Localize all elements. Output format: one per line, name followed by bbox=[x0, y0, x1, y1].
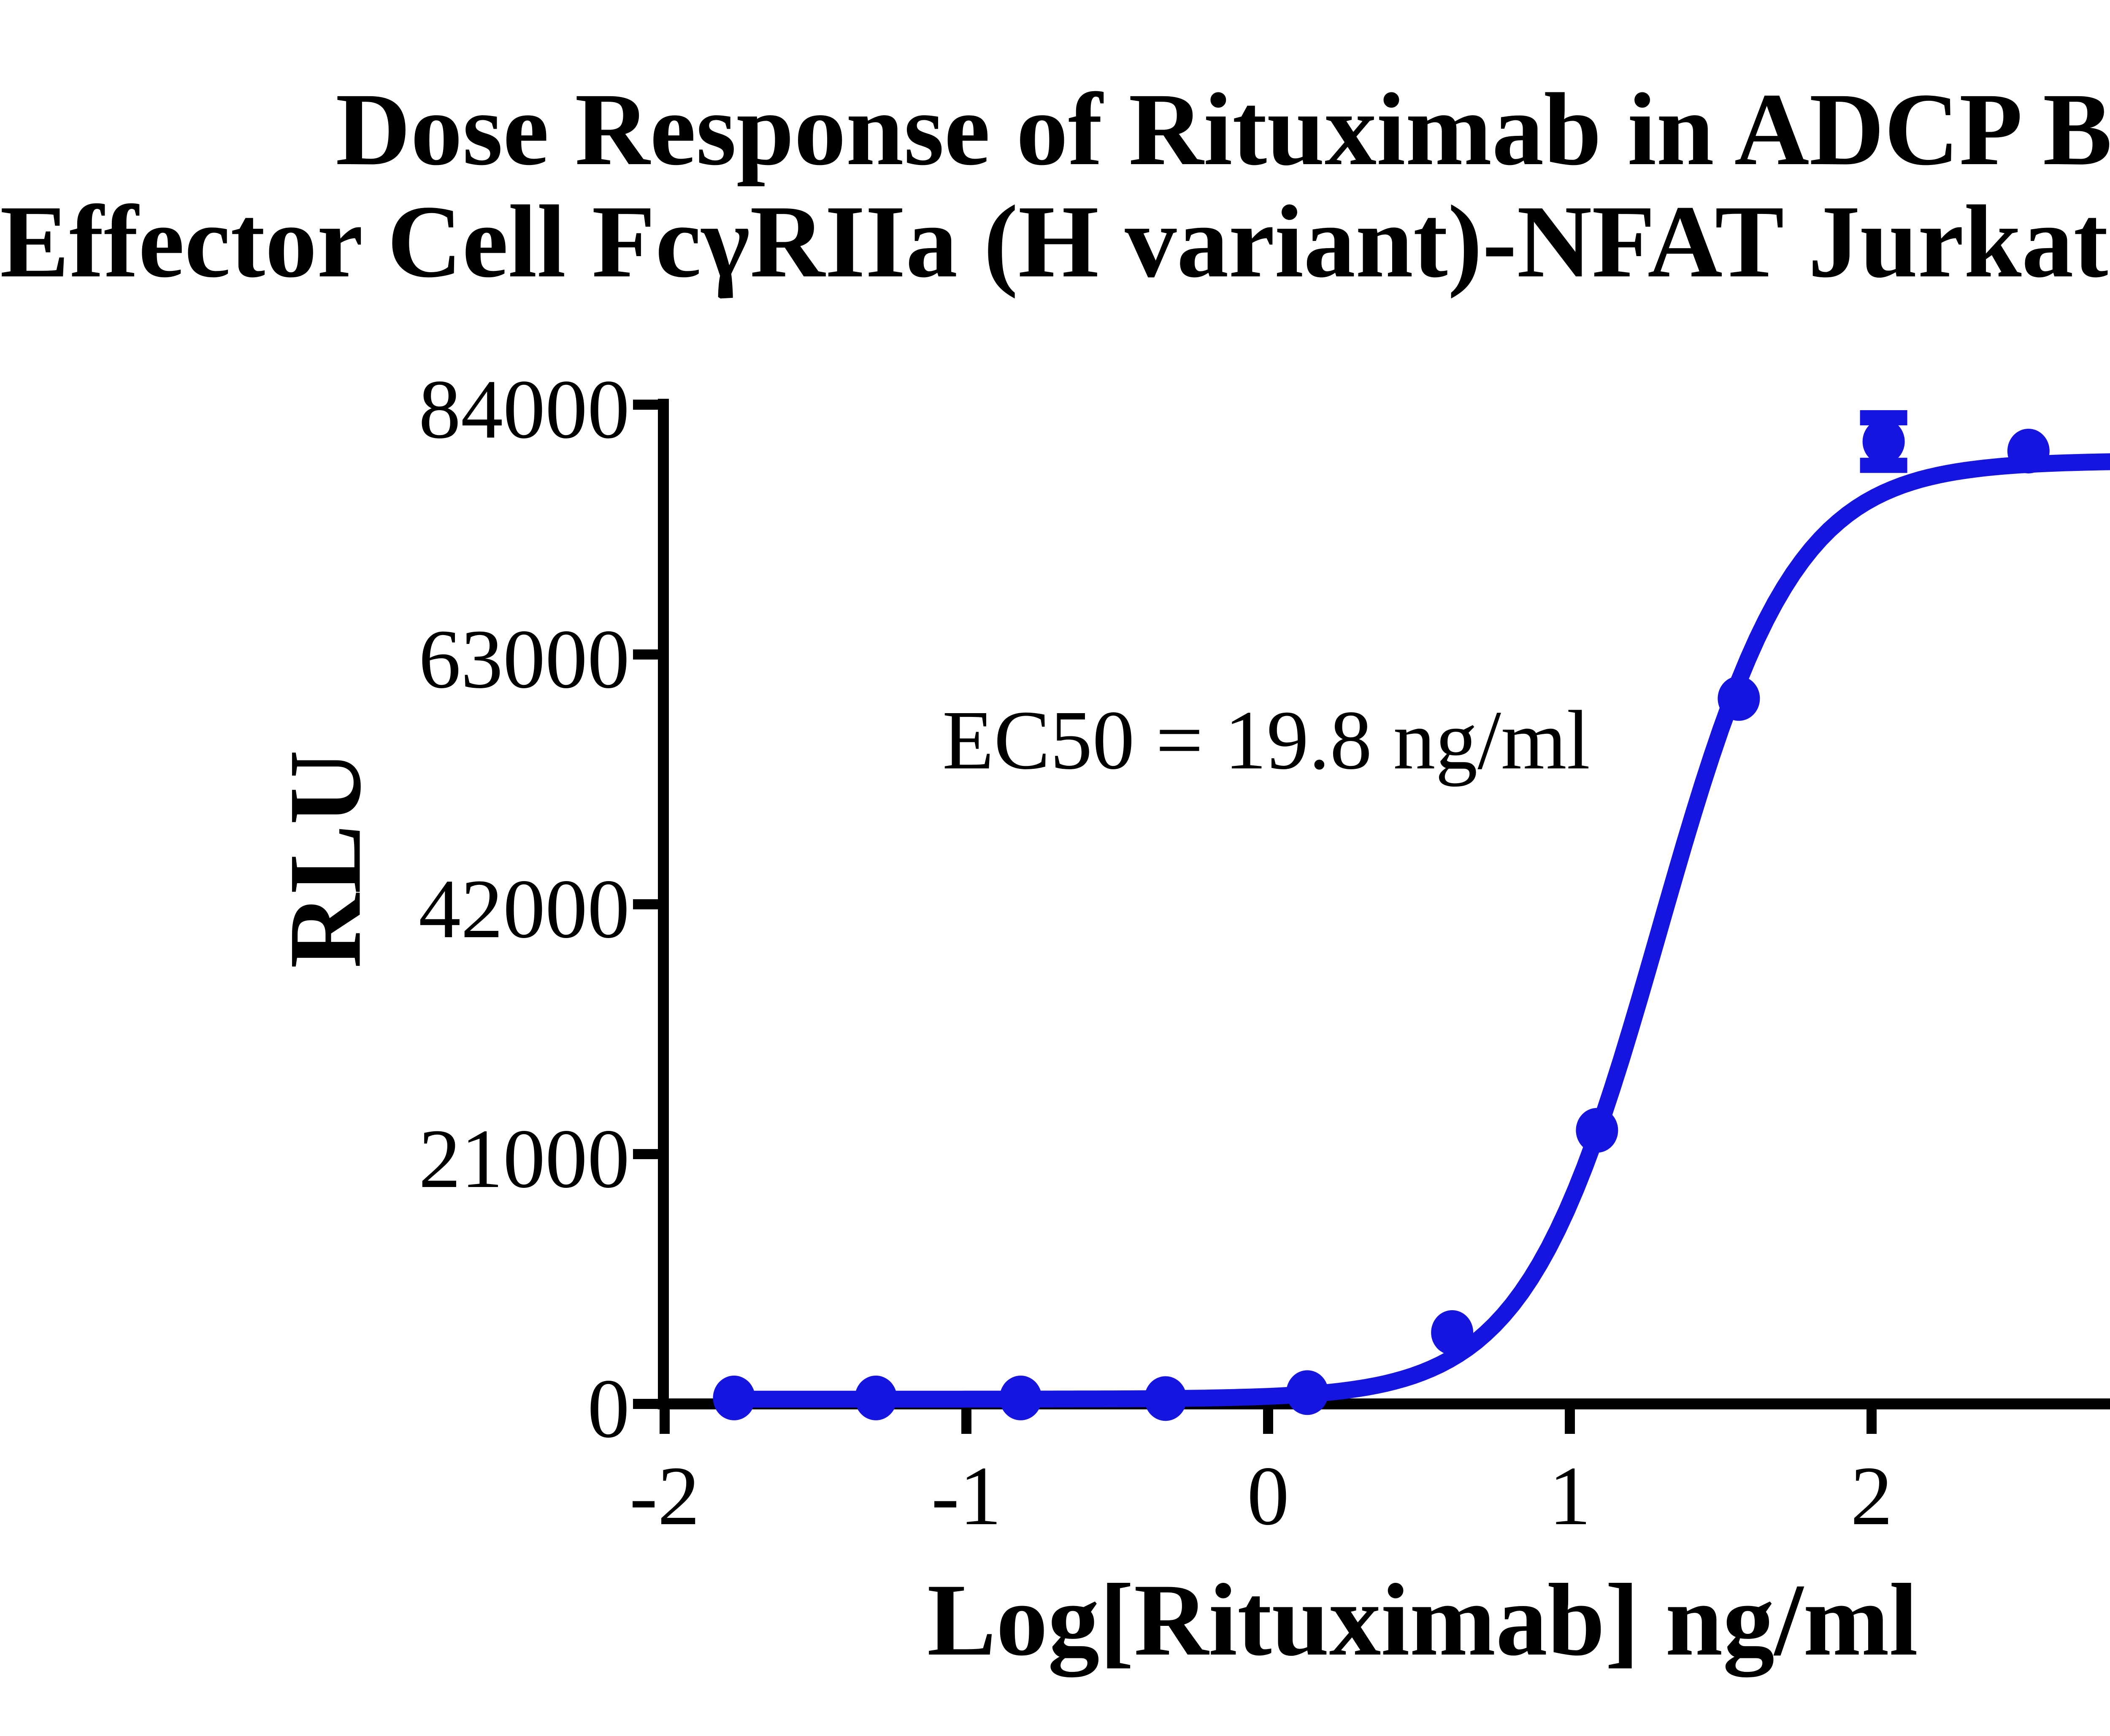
x-tick-label: 2 bbox=[1850, 1449, 1893, 1543]
x-tick-label: -1 bbox=[931, 1449, 1002, 1543]
x-tick-label: 0 bbox=[1247, 1449, 1289, 1543]
y-tick-label: 21000 bbox=[419, 1112, 630, 1206]
chart-title-line-2: Effector Cell FcγRIIa (H variant)-NFAT J… bbox=[0, 184, 2110, 299]
x-tick-label: 3 bbox=[2068, 1454, 2110, 1539]
axes bbox=[633, 399, 2110, 1434]
dose-response-curve bbox=[725, 453, 2110, 1408]
chart-title: Dose Response of Rituximab in ADCP Bioas… bbox=[0, 72, 2110, 299]
x-tick-label: -2 bbox=[629, 1449, 700, 1543]
x-tick-label: 1 bbox=[1549, 1449, 1591, 1543]
data-point-marker bbox=[1286, 1370, 1328, 1415]
data-points bbox=[713, 419, 2050, 1421]
data-point-marker bbox=[855, 1375, 897, 1420]
y-tick-label: 84000 bbox=[419, 363, 630, 456]
y-tick-label: 63000 bbox=[419, 613, 630, 706]
data-point-marker bbox=[1862, 419, 1905, 464]
y-tick-label: 0 bbox=[587, 1362, 630, 1455]
ec50-annotation: EC50 = 19.8 ng/ml bbox=[942, 694, 1591, 787]
chart-title-line-1: Dose Response of Rituximab in ADCP Bioas… bbox=[335, 72, 2110, 187]
data-point-marker bbox=[1718, 676, 1760, 721]
data-point-marker bbox=[999, 1375, 1042, 1420]
data-point-marker bbox=[1576, 1108, 1618, 1153]
data-point-marker bbox=[713, 1375, 755, 1420]
data-point-marker bbox=[1144, 1376, 1187, 1421]
x-axis-title: Log[Rituximab] ng/ml bbox=[927, 1563, 1918, 1677]
y-tick-label: 42000 bbox=[419, 863, 630, 956]
fit-curve bbox=[725, 453, 2110, 1408]
data-point-marker bbox=[2007, 428, 2050, 473]
data-point-marker bbox=[1431, 1310, 1474, 1355]
